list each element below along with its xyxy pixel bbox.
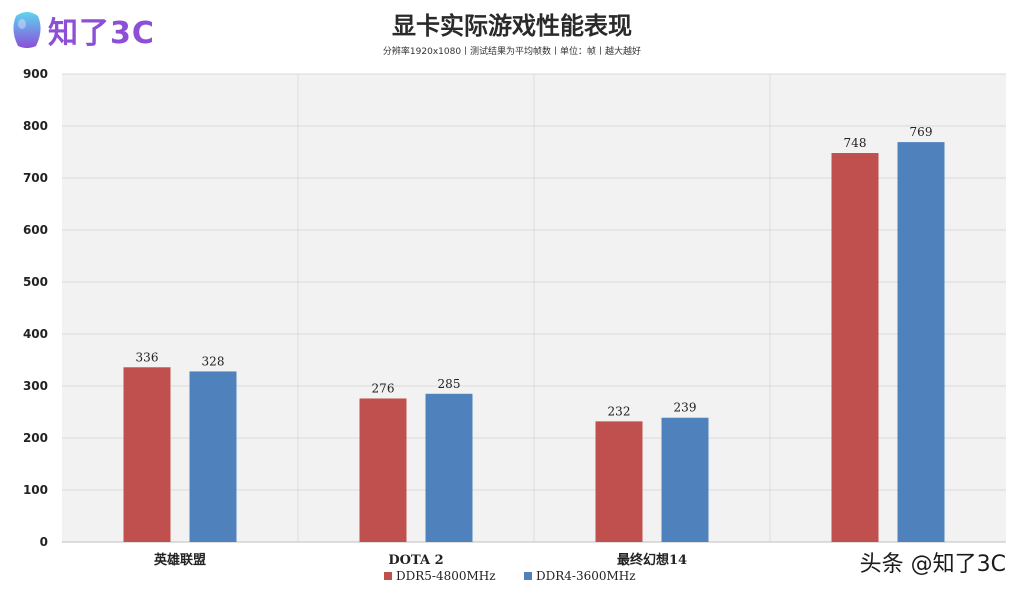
chart-subtitle: 分辨率1920x1080丨测试结果为平均帧数丨单位：帧丨越大越好 xyxy=(382,47,642,57)
bar xyxy=(359,398,407,542)
bar xyxy=(661,417,709,542)
data-label: 748 xyxy=(844,136,867,150)
x-tick-label: 最终幻想14 xyxy=(617,552,687,568)
legend-swatch xyxy=(524,572,532,580)
data-label: 285 xyxy=(438,377,461,391)
y-tick-label: 700 xyxy=(23,171,48,185)
brand-logo-text: 知了3C xyxy=(48,16,155,51)
watermark: 头条 @知了3C xyxy=(859,552,1006,577)
chart-title: 显卡实际游戏性能表现 xyxy=(392,12,632,40)
y-tick-label: 100 xyxy=(23,483,48,497)
bar xyxy=(123,367,171,542)
y-tick-label: 400 xyxy=(23,327,48,341)
data-label: 276 xyxy=(372,381,395,395)
legend-label: DDR5-4800MHz xyxy=(396,569,496,583)
y-tick-label: 800 xyxy=(23,119,48,133)
y-tick-label: 900 xyxy=(23,67,48,81)
bar xyxy=(831,153,879,543)
bar xyxy=(595,421,643,542)
bar xyxy=(189,371,237,542)
y-tick-label: 600 xyxy=(23,223,48,237)
data-label: 239 xyxy=(674,401,697,415)
brand-logo: 知了3C xyxy=(10,8,155,52)
data-label: 232 xyxy=(608,404,631,418)
x-tick-label: 英雄联盟 xyxy=(153,552,206,568)
y-tick-label: 200 xyxy=(23,431,48,445)
bar xyxy=(425,393,473,542)
data-label: 769 xyxy=(910,125,933,139)
x-tick-label: DOTA 2 xyxy=(388,553,443,568)
bar xyxy=(897,142,945,542)
cicada-logo-icon xyxy=(13,12,41,48)
legend-swatch xyxy=(384,572,392,580)
legend-label: DDR4-3600MHz xyxy=(536,569,636,583)
data-label: 328 xyxy=(202,354,225,368)
data-label: 336 xyxy=(136,350,159,364)
y-tick-label: 500 xyxy=(23,275,48,289)
y-tick-label: 300 xyxy=(23,379,48,393)
y-tick-label: 0 xyxy=(40,535,48,549)
